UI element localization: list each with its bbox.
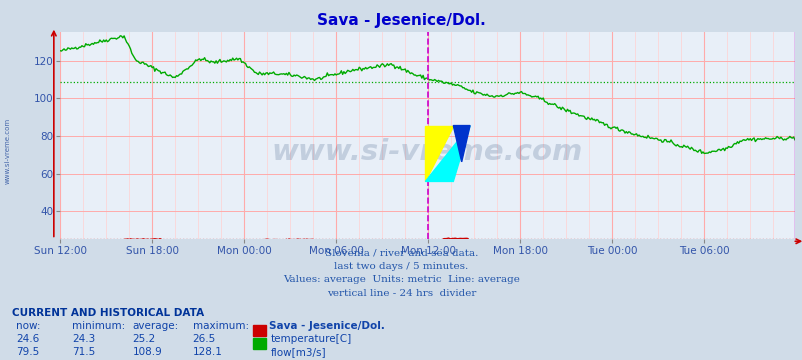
Text: vertical line - 24 hrs  divider: vertical line - 24 hrs divider xyxy=(326,289,476,298)
Text: last two days / 5 minutes.: last two days / 5 minutes. xyxy=(334,262,468,271)
Text: 26.5: 26.5 xyxy=(192,334,216,344)
Polygon shape xyxy=(425,126,469,181)
Text: 24.3: 24.3 xyxy=(72,334,95,344)
Text: maximum:: maximum: xyxy=(192,321,249,332)
Text: CURRENT AND HISTORICAL DATA: CURRENT AND HISTORICAL DATA xyxy=(12,308,204,318)
Text: now:: now: xyxy=(16,321,41,332)
Polygon shape xyxy=(453,126,469,162)
Text: 25.2: 25.2 xyxy=(132,334,156,344)
Text: flow[m3/s]: flow[m3/s] xyxy=(270,347,326,357)
Text: 71.5: 71.5 xyxy=(72,347,95,357)
Text: www.si-vreme.com: www.si-vreme.com xyxy=(272,139,582,166)
Text: temperature[C]: temperature[C] xyxy=(270,334,351,344)
Text: www.si-vreme.com: www.si-vreme.com xyxy=(5,118,11,184)
Text: Slovenia / river and sea data.: Slovenia / river and sea data. xyxy=(324,248,478,257)
Text: 24.6: 24.6 xyxy=(16,334,39,344)
Text: Values: average  Units: metric  Line: average: Values: average Units: metric Line: aver… xyxy=(283,275,519,284)
Text: average:: average: xyxy=(132,321,179,332)
Text: 128.1: 128.1 xyxy=(192,347,222,357)
Text: 79.5: 79.5 xyxy=(16,347,39,357)
Text: 108.9: 108.9 xyxy=(132,347,162,357)
Text: Sava - Jesenice/Dol.: Sava - Jesenice/Dol. xyxy=(317,13,485,28)
Polygon shape xyxy=(425,126,453,181)
Text: minimum:: minimum: xyxy=(72,321,125,332)
Text: Sava - Jesenice/Dol.: Sava - Jesenice/Dol. xyxy=(269,321,384,332)
